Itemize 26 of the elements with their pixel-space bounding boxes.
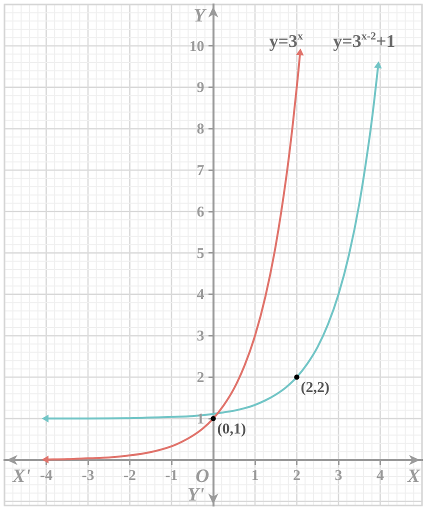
x-axis-title: X bbox=[406, 466, 422, 487]
y-tick-label: 7 bbox=[196, 162, 205, 179]
point bbox=[210, 416, 216, 422]
point bbox=[294, 374, 300, 380]
y-tick-label: 5 bbox=[196, 246, 204, 262]
annotation: (2,2) bbox=[300, 380, 330, 396]
x-tick-label: 3 bbox=[334, 468, 342, 484]
y-axis-title: Y bbox=[194, 6, 208, 26]
y-tick-label: 9 bbox=[196, 80, 204, 96]
x-tick-label: 1 bbox=[251, 468, 259, 484]
y-tick-label: 10 bbox=[189, 38, 204, 55]
y-tick-label: 2 bbox=[196, 370, 204, 386]
y-tick-label: 4 bbox=[196, 287, 205, 304]
annotation: (0,1) bbox=[217, 422, 246, 438]
annotation: Y' bbox=[187, 484, 204, 506]
x-tick-label: 4 bbox=[376, 468, 384, 484]
x-tick-label: -2 bbox=[124, 468, 136, 484]
x-tick-label: 2 bbox=[293, 468, 300, 484]
annotation: O bbox=[196, 466, 210, 487]
x-tick-label: -3 bbox=[82, 468, 94, 484]
annotation: X' bbox=[12, 466, 30, 487]
y-tick-label: 3 bbox=[196, 328, 204, 345]
y-tick-label: 8 bbox=[196, 122, 204, 138]
y-tick-label: 6 bbox=[196, 204, 205, 220]
x-tick-label: -4 bbox=[40, 468, 53, 484]
x-tick-label: -1 bbox=[165, 468, 178, 484]
